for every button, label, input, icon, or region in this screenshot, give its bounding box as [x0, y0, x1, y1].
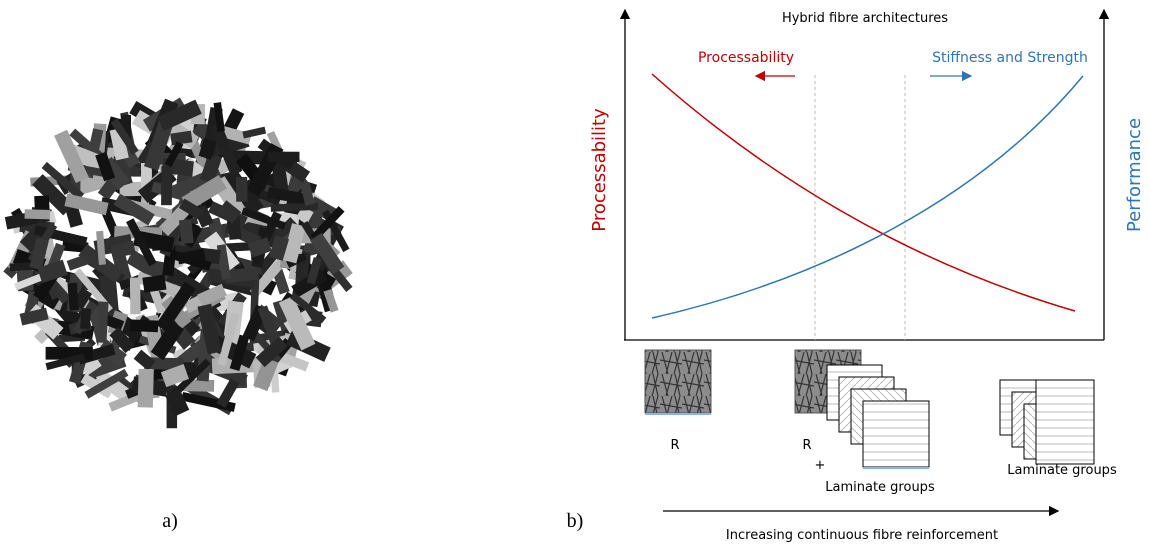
fibre — [268, 152, 300, 162]
processability-curve — [652, 74, 1075, 311]
fibre — [130, 319, 159, 332]
fibre-photo — [3, 98, 352, 429]
panel-label: b) — [567, 510, 584, 532]
axis-label: Processability — [589, 108, 610, 232]
fibre — [179, 219, 194, 244]
fibre — [242, 127, 266, 139]
fibre — [236, 177, 248, 202]
laminate-stack — [827, 365, 929, 468]
performance-curve — [652, 76, 1083, 318]
fibre — [138, 369, 154, 408]
group-label: R — [670, 438, 679, 453]
diagram-title: Hybrid fibre architectures — [782, 11, 948, 26]
laminate-stack — [1000, 380, 1094, 464]
group-label: + — [815, 458, 826, 473]
fibre — [142, 275, 166, 293]
random-fibre-icon — [645, 350, 711, 413]
shape — [1036, 380, 1094, 464]
group-label: Laminate groups — [825, 480, 935, 495]
figure: a) b) Hybrid fibre architectures Process… — [0, 0, 1149, 544]
x-axis-label: Increasing continuous fibre reinforcemen… — [726, 528, 998, 543]
fibre — [130, 278, 141, 315]
shape — [863, 401, 929, 467]
fibre — [80, 308, 91, 329]
fibre — [161, 166, 172, 205]
fibre — [96, 301, 108, 342]
fibre — [25, 209, 51, 219]
arrow-label: Processability — [698, 50, 794, 66]
axis-label: Performance — [1124, 118, 1145, 232]
panel-label: a) — [162, 510, 178, 532]
group-label: Laminate groups — [1007, 463, 1117, 478]
group-label: R — [802, 438, 811, 453]
arrow-label: Stiffness and Strength — [932, 50, 1088, 66]
